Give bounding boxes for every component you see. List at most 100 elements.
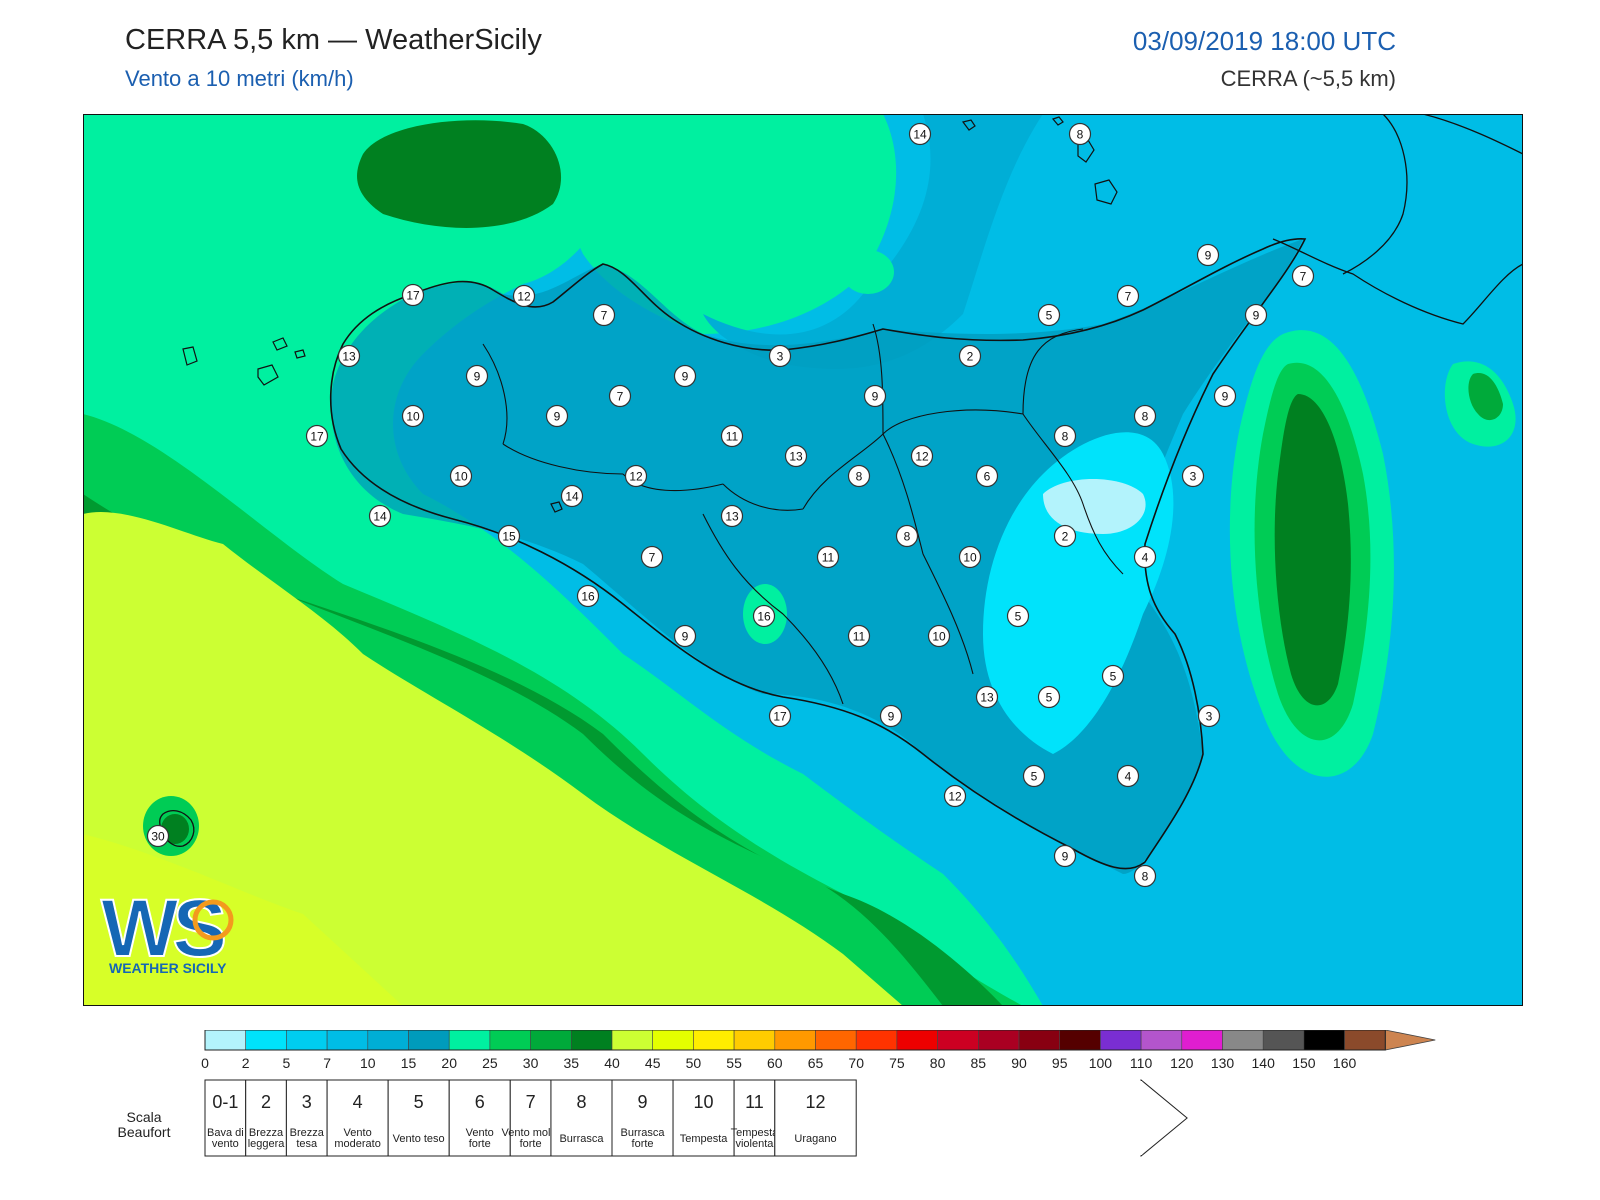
- station-value: 12: [915, 450, 929, 464]
- station-marker: 17: [305, 424, 329, 448]
- wind-core-north: [357, 120, 562, 228]
- color-scale-tick-label: 75: [889, 1055, 905, 1071]
- station-value: 9: [1062, 850, 1069, 864]
- station-circle: [401, 404, 425, 428]
- station-circle: [1037, 685, 1061, 709]
- station-value: 5: [1015, 610, 1022, 624]
- color-scale-swatch: [693, 1030, 735, 1051]
- station-value: 8: [1077, 128, 1084, 142]
- station-value: 9: [872, 390, 879, 404]
- station-circle: [545, 404, 569, 428]
- wind-scale-legend: 0 2 5 7 10 15 20 25 30 35 40 45 50 55 60 65 70 75 80 85 90 95…: [201, 1030, 1436, 1158]
- station-marker: 5: [1037, 303, 1061, 327]
- color-scale-tick-label: 65: [808, 1055, 824, 1071]
- color-scale-swatch: [286, 1030, 328, 1051]
- station-marker: 8: [1068, 122, 1092, 146]
- station-marker: 9: [1053, 844, 1077, 868]
- beaufort-class-box: [326, 1079, 389, 1157]
- station-value: 13: [789, 450, 803, 464]
- station-marker: 2: [958, 344, 982, 368]
- beaufort-class-number: 7: [526, 1092, 536, 1112]
- station-value: 14: [565, 490, 579, 504]
- color-scale-tick-label: 15: [401, 1055, 417, 1071]
- station-marker: 4: [1133, 545, 1157, 569]
- color-scale-tick-label: 60: [767, 1055, 783, 1071]
- station-value: 9: [1222, 390, 1229, 404]
- station-value: 9: [474, 370, 481, 384]
- station-circle: [368, 504, 392, 528]
- color-scale-swatch: [1140, 1030, 1183, 1051]
- station-value: 2: [1062, 530, 1069, 544]
- province-borders: [482, 323, 1124, 705]
- color-scale-swatch: [367, 1030, 409, 1051]
- color-scale-swatch: [1303, 1030, 1345, 1051]
- station-marker: 17: [768, 704, 792, 728]
- station-marker: 7: [1291, 264, 1315, 288]
- pantelleria-island: [159, 809, 195, 847]
- station-value: 7: [1125, 290, 1132, 304]
- station-marker: 12: [624, 464, 648, 488]
- station-marker: 17: [401, 283, 425, 307]
- forecast-datetime: 03/09/2019 18:00 UTC: [1132, 26, 1396, 56]
- station-marker: 5: [1101, 664, 1125, 688]
- color-scale-swatch: [204, 1030, 247, 1051]
- wind-belt-yellow: [83, 834, 403, 1006]
- station-circle: [673, 624, 697, 648]
- station-marker: 9: [1213, 384, 1237, 408]
- beaufort-class-box: [509, 1079, 552, 1157]
- station-circle: [1197, 704, 1221, 728]
- station-value: 5: [1046, 691, 1053, 705]
- station-value: 3: [1190, 470, 1197, 484]
- color-scale-tick-label: 160: [1333, 1055, 1357, 1071]
- station-circle: [847, 624, 871, 648]
- station-circle: [1068, 122, 1092, 146]
- station-circle: [895, 524, 919, 548]
- beaufort-class-number: 9: [638, 1092, 648, 1112]
- station-value: 30: [151, 830, 165, 844]
- station-marker: 8: [847, 464, 871, 488]
- station-circle: [497, 524, 521, 548]
- beaufort-class-label-line2: tesa: [296, 1138, 318, 1150]
- beaufort-title-line2: Beaufort: [117, 1124, 171, 1140]
- station-marker: 9: [673, 624, 697, 648]
- station-marker: 13: [337, 344, 361, 368]
- station-marker: 7: [640, 545, 664, 569]
- color-scale-swatch: [815, 1030, 857, 1051]
- station-circle: [1101, 664, 1125, 688]
- map-title: CERRA 5,5 km — WeatherSicily: [125, 24, 542, 56]
- station-circle: [768, 344, 792, 368]
- station-circle: [768, 704, 792, 728]
- beaufort-class-box: [285, 1079, 328, 1157]
- egadi-islands: [182, 337, 306, 386]
- station-circle: [1037, 303, 1061, 327]
- beaufort-class-label: Vento molto: [502, 1127, 560, 1139]
- station-circle: [673, 364, 697, 388]
- color-scale-tick-label: 7: [323, 1055, 331, 1071]
- station-marker: 12: [910, 444, 934, 468]
- station-value: 9: [682, 370, 689, 384]
- beaufort-class-label: Tempesta: [680, 1133, 729, 1145]
- beaufort-title: Scala Beaufort: [108, 1110, 180, 1140]
- color-scale-tick-label: 55: [726, 1055, 742, 1071]
- station-value: 17: [406, 289, 420, 303]
- ustica-island: [550, 501, 563, 513]
- station-value: 9: [554, 410, 561, 424]
- station-marker: 8: [895, 524, 919, 548]
- station-marker: 16: [752, 604, 776, 628]
- station-circle: [910, 444, 934, 468]
- beaufort-title-line1: Scala: [126, 1109, 162, 1125]
- station-marker: 11: [720, 424, 744, 448]
- station-circle: [943, 784, 967, 808]
- color-scale-tick-label: 30: [523, 1055, 539, 1071]
- beaufort-class-box: [387, 1079, 450, 1157]
- station-value: 9: [1253, 309, 1260, 323]
- color-scale-tick-label: 85: [971, 1055, 987, 1071]
- station-value: 10: [963, 551, 977, 565]
- color-scale-swatch: [408, 1030, 450, 1051]
- station-circle: [752, 604, 776, 628]
- beaufort-class-label-line2: violenta: [735, 1138, 774, 1150]
- color-scale-swatch: [448, 1030, 491, 1051]
- station-marker: 15: [497, 524, 521, 548]
- station-value: 14: [373, 510, 387, 524]
- station-circle: [863, 384, 887, 408]
